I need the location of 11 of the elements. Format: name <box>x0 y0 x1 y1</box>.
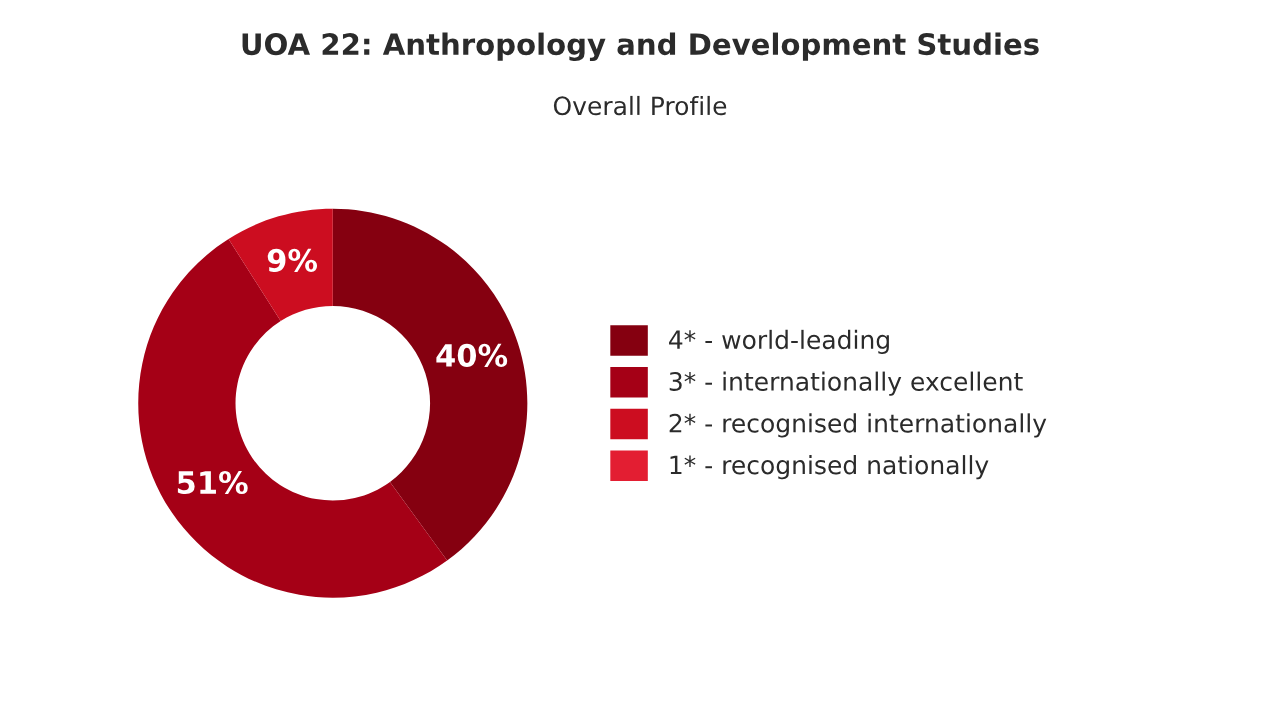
donut-slice <box>332 208 528 561</box>
legend-label: 2* - recognised internationally <box>669 413 1047 438</box>
legend-label: 4* - world-leading <box>669 329 889 355</box>
chart-title: UOA 22: Anthropology and Development Studies <box>242 32 1039 62</box>
data-label: 40% <box>436 343 508 367</box>
legend-label: 3* - internationally excellent <box>669 371 1023 396</box>
chart-subtitle: Overall Profile <box>553 95 727 116</box>
data-label: 51% <box>177 470 248 495</box>
data-label: 9% <box>267 248 318 272</box>
legend-label: 1* - recognised nationally <box>670 455 989 480</box>
donut-slice <box>228 208 333 322</box>
